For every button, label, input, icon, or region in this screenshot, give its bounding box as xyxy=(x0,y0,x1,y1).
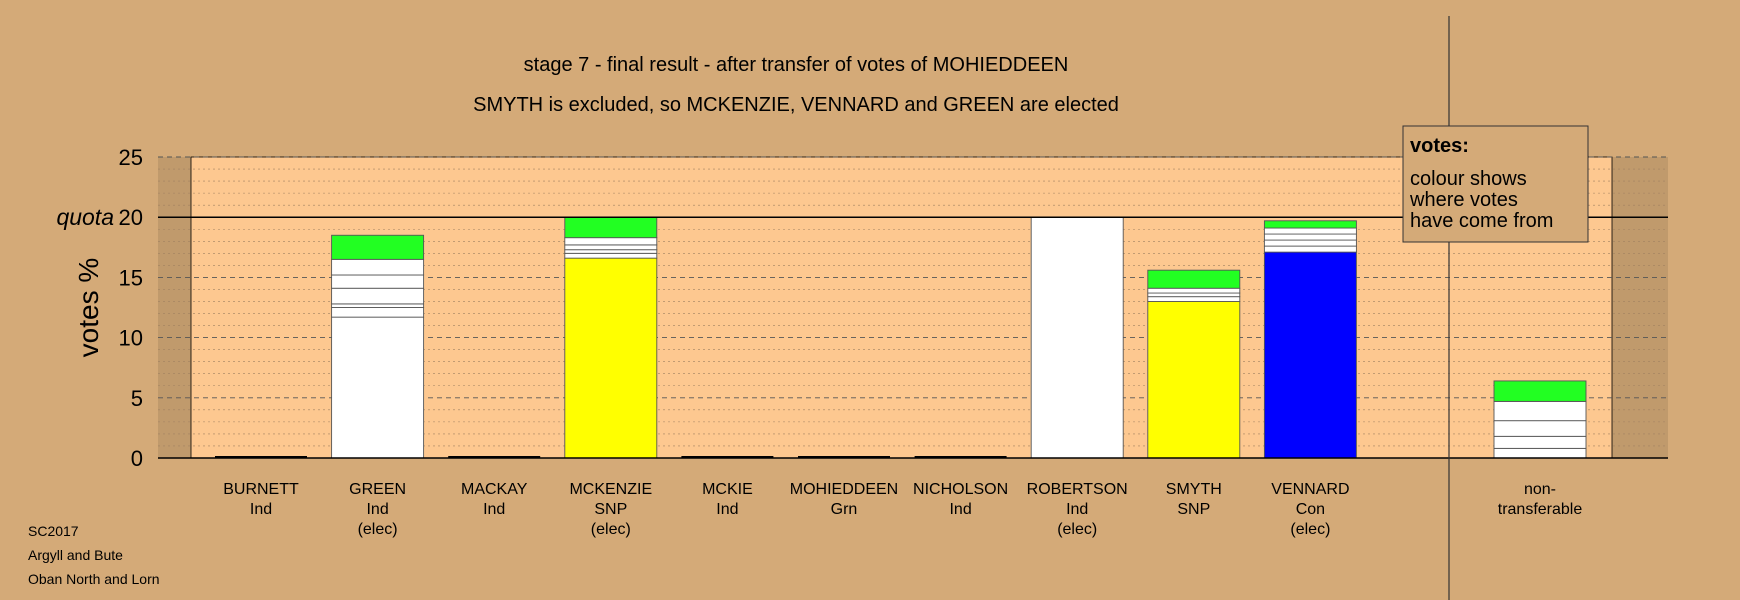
bar-segment xyxy=(1493,435,1587,449)
x-label-mckenzie-status: (elec) xyxy=(591,521,631,538)
plot-shade-right xyxy=(1612,157,1668,458)
x-label-green-party: Ind xyxy=(366,501,388,518)
x-label-nontransferable-name: non- xyxy=(1524,481,1556,498)
bar-segment xyxy=(564,252,658,259)
footer: SC2017 Argyll and Bute Oban North and Lo… xyxy=(28,523,160,587)
plot-area xyxy=(158,16,1668,600)
bar-segment xyxy=(331,316,425,459)
bars xyxy=(215,216,1587,459)
y-tick-label: 20 xyxy=(119,205,143,230)
bar-segment xyxy=(1493,380,1587,402)
y-tick-label: 10 xyxy=(119,326,143,351)
y-tick-label: 5 xyxy=(131,386,143,411)
bar-segment xyxy=(1263,233,1357,241)
bar-segment xyxy=(1147,301,1241,459)
bar-smyth xyxy=(1147,269,1241,459)
x-label-vennard-party: Con xyxy=(1296,501,1325,518)
bar-green xyxy=(331,234,425,459)
x-label-green-name: GREEN xyxy=(349,481,406,498)
footer-line-1: SC2017 xyxy=(28,523,79,539)
x-label-mackay-name: MACKAY xyxy=(461,481,528,498)
bar-segment xyxy=(331,258,425,276)
bar-segment xyxy=(1263,227,1357,235)
y-tick-label: 15 xyxy=(119,265,143,290)
bar-segment xyxy=(564,257,658,459)
x-label-mckie-party: Ind xyxy=(716,501,738,518)
bar-segment xyxy=(1263,245,1357,253)
bar-segment xyxy=(1263,251,1357,459)
x-label-mackay-party: Ind xyxy=(483,501,505,518)
legend-line-1: colour shows xyxy=(1410,168,1527,190)
bar-segment xyxy=(1030,216,1124,459)
footer-line-2: Argyll and Bute xyxy=(28,547,123,563)
bar-segment xyxy=(1493,420,1587,437)
x-label-robertson-status: (elec) xyxy=(1057,521,1097,538)
y-tick-label: 0 xyxy=(131,446,143,471)
x-label-mckenzie-name: MCKENZIE xyxy=(569,481,652,498)
bar-segment xyxy=(1147,269,1241,289)
y-axis-label: votes % xyxy=(73,258,104,358)
bar-mckenzie xyxy=(564,216,658,459)
x-label-nontransferable-party: transferable xyxy=(1498,501,1583,518)
chart-subtitle: SMYTH is excluded, so MCKENZIE, VENNARD … xyxy=(473,94,1119,116)
bar-segment xyxy=(1493,400,1587,422)
legend: votes: colour shows where votes have com… xyxy=(1402,125,1589,243)
x-axis-labels: BURNETT Ind GREEN Ind (elec) MACKAY Ind MCKENZI… xyxy=(223,481,1582,538)
y-tick-label: 25 xyxy=(119,145,143,170)
bar-segment xyxy=(331,303,425,308)
chart-title: stage 7 - final result - after transfer … xyxy=(524,54,1069,76)
x-label-smyth-name: SMYTH xyxy=(1166,481,1222,498)
x-label-robertson-name: ROBERTSON xyxy=(1027,481,1128,498)
bar-segment xyxy=(331,234,425,260)
x-label-mckenzie-party: SNP xyxy=(594,501,627,518)
bar-segment xyxy=(331,274,425,289)
x-label-vennard-name: VENNARD xyxy=(1271,481,1349,498)
legend-title: votes: xyxy=(1410,135,1469,157)
bar-segment xyxy=(1263,239,1357,247)
bar-robertson xyxy=(1030,216,1124,459)
plot-shade-left xyxy=(158,157,191,458)
x-label-mohieddeen-name: MOHIEDDEEN xyxy=(790,481,898,498)
bar-vennard xyxy=(1263,220,1357,459)
x-label-nicholson-name: NICHOLSON xyxy=(913,481,1008,498)
bar-segment xyxy=(1263,220,1357,229)
legend-line-2: where votes xyxy=(1409,189,1518,211)
bar-segment xyxy=(564,244,658,251)
bar-segment xyxy=(1147,296,1241,302)
legend-box xyxy=(1402,125,1589,243)
quota-label: quota xyxy=(56,204,114,230)
y-tick-labels: 0 5 10 15 20 25 xyxy=(119,145,143,471)
bar-segment xyxy=(1147,292,1241,298)
footer-line-3: Oban North and Lorn xyxy=(28,571,160,587)
bar-segment xyxy=(564,216,658,239)
x-label-green-status: (elec) xyxy=(358,521,398,538)
x-label-mohieddeen-party: Grn xyxy=(831,501,858,518)
bar-segment xyxy=(331,307,425,318)
bar-segment xyxy=(331,287,425,305)
x-label-burnett-name: BURNETT xyxy=(223,481,299,498)
x-label-nicholson-party: Ind xyxy=(949,501,971,518)
x-label-robertson-party: Ind xyxy=(1066,501,1088,518)
bar-segment xyxy=(1493,447,1587,459)
x-label-smyth-party: SNP xyxy=(1177,501,1210,518)
bar-segment xyxy=(1147,287,1241,294)
x-label-mckie-name: MCKIE xyxy=(702,481,753,498)
bar-nontransferable xyxy=(1493,380,1587,459)
legend-line-3: have come from xyxy=(1410,210,1553,232)
x-label-vennard-status: (elec) xyxy=(1290,521,1330,538)
x-label-burnett-party: Ind xyxy=(250,501,272,518)
plot-background xyxy=(190,156,1613,459)
bar-segment xyxy=(564,237,658,246)
bar-segment xyxy=(564,249,658,254)
